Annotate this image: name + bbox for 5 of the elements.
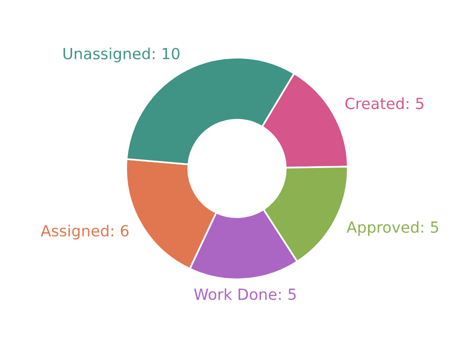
slice-label: Assigned: 6 — [40, 224, 129, 240]
slice-label: Approved: 5 — [346, 221, 438, 236]
slice-label: Unassigned: 10 — [64, 48, 180, 62]
slice-label: Created: 5 — [345, 97, 424, 110]
slice-label: Work Done: 5 — [194, 288, 296, 300]
